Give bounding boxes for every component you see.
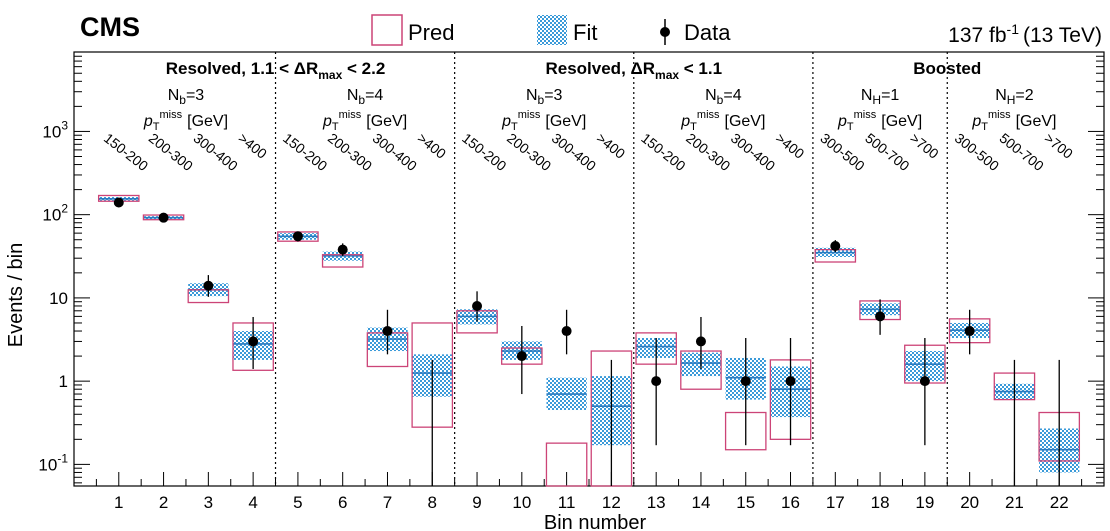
legend-data-marker xyxy=(660,27,670,37)
region-title: Resolved, ΔRmax < 1.1 xyxy=(545,59,722,82)
bin-range-label: >400 xyxy=(594,130,629,162)
y-tick-label: 10-1 xyxy=(38,451,68,474)
x-tick-label: 4 xyxy=(248,493,257,512)
x-tick-label: 13 xyxy=(647,493,666,512)
bin-range-label: >400 xyxy=(773,130,808,162)
data-point xyxy=(740,376,751,387)
legend-fit-swatch xyxy=(537,15,567,45)
group-multiplicity-label: NH=1 xyxy=(861,87,900,107)
x-axis-title: Bin number xyxy=(544,512,647,531)
legend-pred-swatch xyxy=(371,14,403,46)
group-multiplicity-label: NH=2 xyxy=(995,87,1034,107)
x-tick-label: 21 xyxy=(1005,493,1024,512)
y-tick-label: 103 xyxy=(42,118,68,141)
group-multiplicity-label: Nb=4 xyxy=(705,87,742,107)
legend-pred-label: Pred xyxy=(408,20,454,45)
data-point xyxy=(695,336,706,347)
x-tick-label: 10 xyxy=(512,493,531,512)
y-axis-title: Events / bin xyxy=(5,243,27,348)
bin-range-label: 200-300 xyxy=(504,130,555,174)
group-met-label: pTmiss [GeV] xyxy=(322,109,407,133)
group-multiplicity-label: Nb=4 xyxy=(347,87,384,107)
x-tick-label: 5 xyxy=(293,493,302,512)
group-multiplicity-label: Nb=3 xyxy=(526,87,563,107)
data-point xyxy=(561,326,572,337)
group-met-label: pTmiss [GeV] xyxy=(971,109,1056,133)
y-tick-label: 10 xyxy=(49,289,68,308)
x-tick-label: 15 xyxy=(736,493,755,512)
bin-range-label: 300-400 xyxy=(191,130,242,174)
x-tick-label: 14 xyxy=(691,493,710,512)
x-tick-label: 18 xyxy=(871,493,890,512)
bin-range-label: 150-200 xyxy=(459,130,510,174)
x-tick-label: 9 xyxy=(472,493,481,512)
group-met-label: pTmiss [GeV] xyxy=(837,109,922,133)
bin-range-label: >700 xyxy=(907,130,942,162)
data-point xyxy=(292,231,303,242)
legend: Pred Fit Data xyxy=(371,14,731,46)
group-multiplicity-label: Nb=3 xyxy=(168,87,205,107)
bin-range-label: 200-300 xyxy=(325,130,376,174)
bin-range-label: 300-400 xyxy=(728,130,779,174)
bin-range-label: >400 xyxy=(414,130,449,162)
group-met-label: pTmiss [GeV] xyxy=(501,109,586,133)
data-point xyxy=(337,244,348,255)
data-point xyxy=(203,280,214,291)
data-point xyxy=(113,197,124,208)
data-point xyxy=(158,212,169,223)
bin-range-label: 150-200 xyxy=(638,130,689,174)
bin-range-label: 150-200 xyxy=(280,130,331,174)
bin-range-label: 300-400 xyxy=(370,130,421,174)
luminosity-label: 137 fb-1 (13 TeV) xyxy=(948,21,1102,47)
region-title: Resolved, 1.1 < ΔRmax < 2.2 xyxy=(166,59,386,82)
bin-range-label: >700 xyxy=(1041,130,1076,162)
x-tick-label: 19 xyxy=(915,493,934,512)
y-tick-label: 102 xyxy=(42,202,68,225)
bin-range-label: 150-200 xyxy=(101,130,152,174)
bin-range-label: 300-500 xyxy=(817,130,868,174)
data-point xyxy=(516,351,527,362)
x-tick-label: 11 xyxy=(558,493,576,512)
bin-range-label: 300-400 xyxy=(549,130,600,174)
data-point xyxy=(248,336,259,347)
plot-frame xyxy=(73,51,1105,487)
bin-range-label: 200-300 xyxy=(146,130,197,174)
legend-fit-label: Fit xyxy=(573,20,597,45)
x-tick-label: 12 xyxy=(602,493,621,512)
data-point xyxy=(964,326,975,337)
data-point xyxy=(919,376,930,387)
group-met-label: pTmiss [GeV] xyxy=(143,109,228,133)
data-point xyxy=(875,311,886,322)
region-title: Boosted xyxy=(913,59,981,78)
x-tick-label: 3 xyxy=(204,493,213,512)
group-met-label: pTmiss [GeV] xyxy=(680,109,765,133)
pred-box xyxy=(545,442,588,487)
x-tick-label: 7 xyxy=(383,493,392,512)
y-tick-label: 1 xyxy=(59,372,68,391)
bin-range-label: 500-700 xyxy=(997,130,1048,174)
experiment-label: CMS xyxy=(80,12,140,42)
x-tick-label: 2 xyxy=(159,493,168,512)
x-tick-label: 16 xyxy=(781,493,800,512)
legend-data-label: Data xyxy=(684,20,731,45)
x-tick-label: 8 xyxy=(428,493,437,512)
data-point xyxy=(472,300,483,311)
data-point xyxy=(785,376,796,387)
x-tick-label: 17 xyxy=(826,493,845,512)
x-tick-label: 20 xyxy=(960,493,979,512)
x-tick-label: 6 xyxy=(338,493,347,512)
bin-range-label: >400 xyxy=(235,130,270,162)
bin-range-label: 200-300 xyxy=(683,130,734,174)
bin-range-label: 300-500 xyxy=(952,130,1003,174)
x-tick-label: 1 xyxy=(114,493,123,512)
bin-range-label: 500-700 xyxy=(862,130,913,174)
x-tick-label: 22 xyxy=(1050,493,1069,512)
data-point xyxy=(382,326,393,337)
data-point xyxy=(651,376,662,387)
data-point xyxy=(830,241,841,252)
